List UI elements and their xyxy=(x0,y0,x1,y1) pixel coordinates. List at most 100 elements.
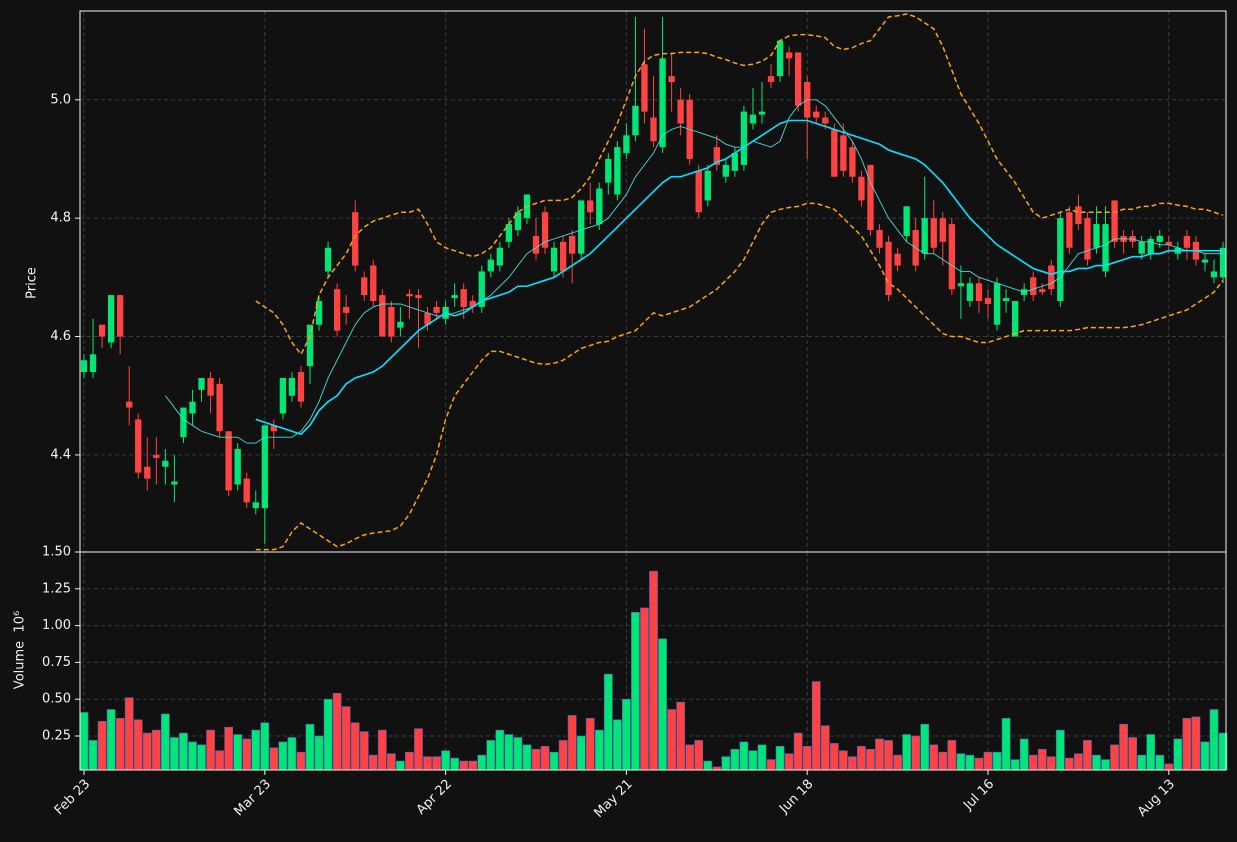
candle-body xyxy=(749,114,757,124)
volume-bar xyxy=(956,753,966,771)
volume-bar xyxy=(1101,759,1110,771)
volume-bar xyxy=(1055,729,1065,771)
candle-body xyxy=(189,401,196,414)
candle-body xyxy=(514,212,522,231)
candle-body xyxy=(731,153,739,171)
volume-bar xyxy=(766,759,776,771)
candle-body xyxy=(333,289,341,331)
candle-body xyxy=(641,64,648,112)
volume-bar xyxy=(170,737,179,771)
volume-bar xyxy=(974,757,984,771)
candle-body xyxy=(478,271,485,307)
volume-bar xyxy=(332,693,342,771)
candle-body xyxy=(948,224,956,290)
volume-bar xyxy=(1119,723,1128,771)
candle-body xyxy=(758,111,766,115)
volume-bar xyxy=(1173,738,1183,771)
candle-body xyxy=(487,259,494,272)
volume-bar xyxy=(459,760,469,771)
volume-bar xyxy=(414,728,423,771)
price-axis-label: Price xyxy=(25,267,40,299)
volume-bar xyxy=(1191,716,1201,771)
volume-bar xyxy=(965,754,975,771)
candle-body xyxy=(370,265,377,302)
volume-bar xyxy=(757,744,767,771)
volume-bar xyxy=(1037,748,1047,771)
candle-body xyxy=(568,235,576,254)
volume-bar xyxy=(848,756,857,771)
volume-bar xyxy=(441,750,450,771)
candle-body xyxy=(297,372,305,402)
candle-body xyxy=(424,312,431,325)
candle-body xyxy=(1165,241,1172,245)
volume-bar xyxy=(1010,759,1020,771)
candle-body xyxy=(794,52,802,106)
volume-bar xyxy=(703,760,713,771)
candle-body xyxy=(813,111,820,118)
volume-bar xyxy=(911,735,921,771)
candle-body xyxy=(984,298,992,304)
volume-bar xyxy=(251,729,261,771)
candle-body xyxy=(1219,247,1227,278)
candle-body xyxy=(559,241,567,272)
volume-bar xyxy=(820,725,830,771)
volume-bar xyxy=(631,612,640,771)
volume-bar xyxy=(802,746,812,771)
candle-body xyxy=(243,478,250,503)
candle-body xyxy=(1048,265,1055,290)
candle-body xyxy=(921,218,928,254)
candle-body xyxy=(632,105,639,136)
candle-body xyxy=(740,111,748,165)
volume-bar xyxy=(1128,737,1138,771)
candle-body xyxy=(993,283,1001,325)
candle-body xyxy=(153,454,160,458)
y-tick-label: 1.25 xyxy=(42,581,71,596)
candle-body xyxy=(930,218,937,248)
candle-body xyxy=(722,164,730,177)
candle-body xyxy=(225,431,232,491)
volume-bar xyxy=(314,735,324,771)
candle-body xyxy=(198,377,205,390)
volume-bar xyxy=(323,698,333,771)
candle-body xyxy=(324,247,332,272)
volume-bar xyxy=(160,713,170,771)
volume-bar xyxy=(97,720,107,771)
volume-bar xyxy=(1182,718,1192,771)
candle-body xyxy=(831,129,838,177)
volume-bar xyxy=(875,738,884,771)
volume-bar xyxy=(1200,741,1210,771)
volume-bar xyxy=(1137,754,1147,771)
volume-bar xyxy=(278,741,288,771)
candle-body xyxy=(216,383,223,432)
overlay-line xyxy=(165,99,1224,444)
volume-bar xyxy=(1083,740,1092,771)
candle-body xyxy=(1039,289,1046,293)
candle-body xyxy=(415,295,422,299)
candle-body xyxy=(1011,301,1019,337)
volume-bar xyxy=(694,740,704,771)
volume-bar xyxy=(396,760,405,771)
candle-body xyxy=(1111,200,1118,242)
volume-bar xyxy=(124,697,134,771)
candle-body xyxy=(279,377,287,414)
volume-bar xyxy=(585,718,595,771)
candle-body xyxy=(1138,241,1145,254)
candle-body xyxy=(532,235,540,254)
volume-bar xyxy=(405,751,414,771)
y-tick-label: 1.00 xyxy=(42,618,71,633)
volume-bar xyxy=(486,740,496,771)
volume-bar xyxy=(1164,763,1174,771)
volume-bar xyxy=(142,732,152,771)
y-tick-label: 0.75 xyxy=(42,655,71,670)
candle-body xyxy=(270,425,278,432)
volume-bar xyxy=(215,750,224,771)
volume-bar xyxy=(1110,744,1119,771)
candle-body xyxy=(252,502,259,509)
volume-bar xyxy=(377,729,387,771)
candle-body xyxy=(867,164,874,231)
volume-bar xyxy=(242,738,252,771)
volume-bar xyxy=(269,747,279,771)
candle-body xyxy=(126,401,133,408)
